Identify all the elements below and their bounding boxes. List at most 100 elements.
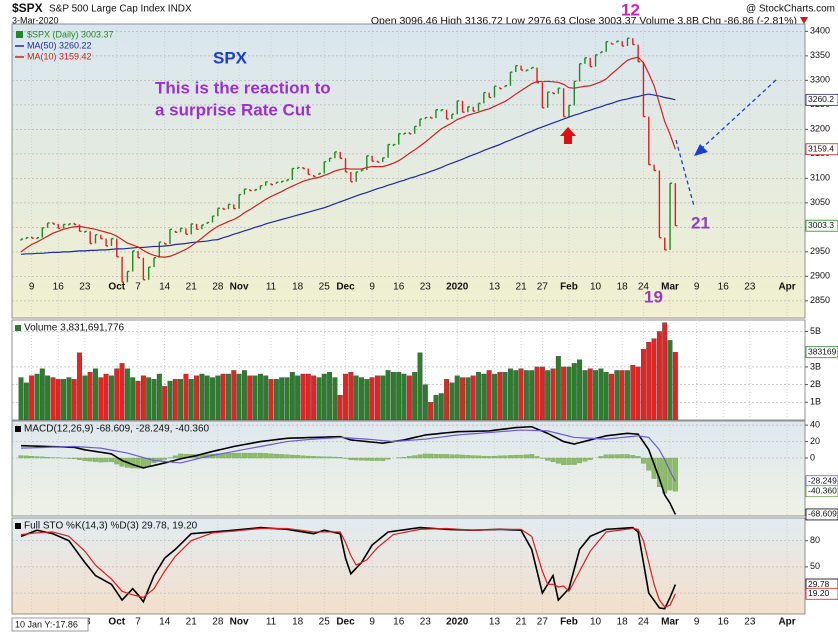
- histogram-bar: [71, 457, 77, 459]
- volume-bar: [103, 373, 109, 420]
- histogram-bar: [103, 457, 109, 463]
- price-bar: [664, 237, 667, 251]
- volume-bar: [534, 366, 540, 420]
- plot-area: [20, 526, 677, 610]
- price-bar: [132, 250, 135, 272]
- histogram-bar: [34, 456, 40, 459]
- volume-bar: [449, 382, 455, 420]
- price-bar: [78, 224, 82, 232]
- volume-bar: [188, 379, 194, 420]
- price-bar: [328, 157, 332, 162]
- legend-label: MA(50) 3260.22: [27, 40, 92, 50]
- price-bar: [557, 87, 561, 94]
- histogram-bar: [518, 455, 524, 459]
- volume-bar: [550, 368, 556, 420]
- volume-bar: [555, 356, 561, 420]
- volume-bar: [236, 373, 242, 420]
- price-bar: [307, 168, 311, 176]
- price-bar: [73, 222, 77, 226]
- price-bar: [185, 228, 188, 235]
- volume-bar: [247, 375, 253, 420]
- volume-bar: [502, 372, 508, 420]
- y-tick-label: 1B: [810, 397, 821, 407]
- x-tick-label: 23: [744, 282, 756, 293]
- panel-background: [11, 23, 806, 319]
- volume-bar: [651, 338, 657, 420]
- value-tag-label: 3260.2: [808, 94, 834, 104]
- price-bar: [642, 61, 646, 118]
- volume-bar: [337, 395, 343, 420]
- volume-bar: [66, 377, 72, 420]
- histogram-bar: [550, 457, 556, 463]
- volume-bar: [34, 373, 40, 420]
- volume-bar: [124, 368, 130, 420]
- price-bar: [147, 266, 151, 280]
- price-bar: [584, 57, 587, 64]
- histogram-bar: [82, 457, 88, 461]
- volume-bar: [183, 373, 189, 420]
- price-bar: [621, 41, 625, 47]
- histogram-bar: [417, 454, 423, 459]
- histogram-bar: [630, 455, 636, 459]
- volume-bar: [215, 375, 221, 420]
- histogram-bar: [598, 456, 604, 459]
- x-tick-label: 21: [186, 617, 198, 628]
- volume-bar: [135, 380, 141, 420]
- histogram-bar: [327, 456, 333, 459]
- price-bar: [100, 234, 103, 240]
- price-bar: [350, 171, 353, 183]
- x-tick-label: 9: [369, 617, 375, 628]
- histogram-bar: [486, 456, 492, 459]
- histogram-bar: [359, 457, 364, 461]
- x-tick-label: Apr: [778, 282, 795, 293]
- histogram-bar: [406, 456, 412, 459]
- price-bar: [68, 223, 71, 226]
- price-bar: [270, 183, 274, 186]
- value-tag: [805, 143, 838, 156]
- volume-bar: [82, 375, 88, 420]
- x-tick-label: 16: [53, 282, 65, 293]
- x-tick-label: 11: [266, 282, 277, 293]
- price-bar: [435, 109, 438, 119]
- histogram-bar: [449, 454, 455, 459]
- price-bar: [46, 222, 50, 228]
- x-tick-label: Mar: [661, 282, 679, 293]
- price-bar: [520, 65, 524, 71]
- histogram-bar: [236, 452, 242, 459]
- price-bar: [594, 54, 598, 67]
- y-tick-label: 5B: [810, 326, 821, 336]
- volume-bar: [374, 375, 380, 420]
- histogram-bar: [465, 455, 471, 459]
- histogram-bar: [534, 456, 540, 459]
- histogram-bar: [476, 455, 481, 459]
- price-bar: [387, 143, 391, 158]
- panel-title: MACD(12,26,9) -68.609, -28.249, -40.360: [24, 424, 210, 435]
- histogram-bar: [513, 454, 519, 459]
- plot-area: [18, 322, 678, 420]
- y-tick-label: 3100: [810, 173, 830, 183]
- value-tag: [805, 508, 838, 521]
- volume-bar: [630, 364, 636, 420]
- price-bar: [222, 207, 226, 210]
- y-tick-label: 3300: [810, 75, 830, 85]
- x-tick-label: Nov: [230, 617, 249, 628]
- volume-bar: [545, 370, 551, 420]
- x-tick-label: 7: [135, 617, 141, 628]
- volume-bar: [162, 386, 168, 420]
- volume-bar: [353, 375, 359, 420]
- histogram-bar: [305, 455, 311, 459]
- histogram-bar: [108, 457, 114, 462]
- volume-bar: [204, 375, 210, 420]
- x-tick-label: 27: [537, 282, 549, 293]
- x-tick-label: 9: [369, 282, 375, 293]
- histogram-bar: [316, 456, 322, 459]
- volume-bar: [300, 373, 306, 420]
- price-bar: [137, 250, 141, 259]
- volume-bar: [172, 379, 178, 420]
- volume-bar: [609, 373, 614, 420]
- value-tag-label: 3003.3: [808, 220, 834, 230]
- price-bar: [648, 116, 651, 166]
- histogram-bar: [348, 457, 354, 460]
- panel-title: Full STO %K(14,3) %D(3) 29.78, 19.20: [24, 521, 198, 532]
